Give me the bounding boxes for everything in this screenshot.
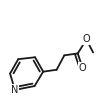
- Text: O: O: [83, 35, 90, 44]
- Text: O: O: [79, 63, 86, 73]
- Text: N: N: [11, 85, 19, 95]
